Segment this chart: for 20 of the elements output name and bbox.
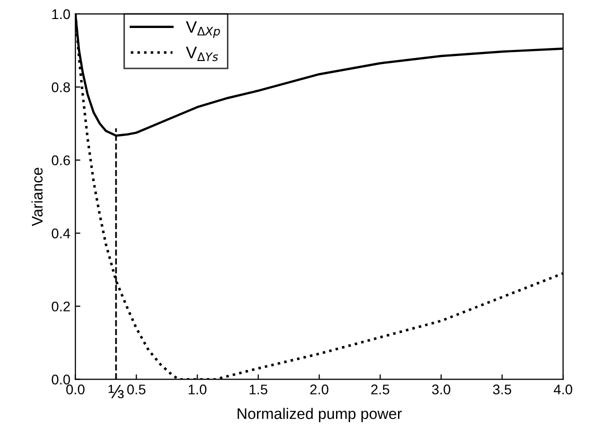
x-tick-label: ⅓ (108, 384, 124, 398)
x-tick-label: 2.0 (310, 384, 328, 394)
x-tick-label: 3.0 (432, 384, 450, 394)
y-tick-label: 0.0 (52, 374, 70, 384)
legend-label: V$_{ΔXp}$ (186, 21, 220, 38)
y-tick-label: 0.8 (52, 82, 70, 92)
x-tick-label: 1.5 (250, 384, 268, 394)
x-tick-label: 2.5 (371, 384, 390, 394)
x-tick-label: 0.0 (66, 384, 85, 394)
x-tick-label: 1.0 (188, 384, 206, 394)
y-tick-label: 0.6 (52, 155, 70, 166)
x-axis-title: Normalized pump power (238, 408, 402, 422)
y-tick-label: 0.2 (52, 302, 70, 312)
y-axis-title: Variance (31, 168, 43, 226)
x-tick-label: 4.0 (554, 384, 572, 394)
y-tick-label: 0.4 (52, 228, 70, 238)
y-tick-label: 1.0 (52, 9, 70, 20)
x-tick-label: 3.5 (493, 384, 512, 394)
legend-label: V$_{ΔYs}$ (186, 46, 218, 62)
x-tick-label: 0.5 (127, 384, 146, 394)
